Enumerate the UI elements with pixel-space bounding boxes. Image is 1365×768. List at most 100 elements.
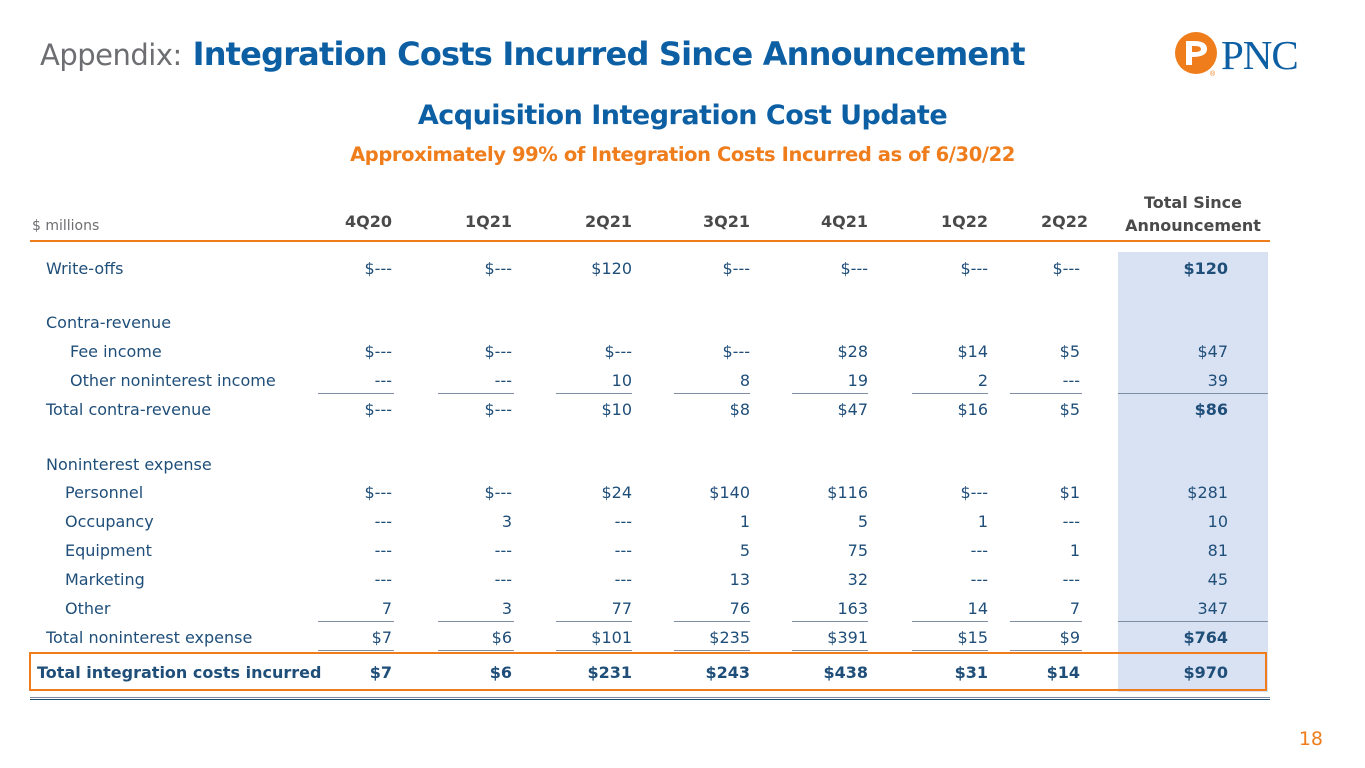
title-main: Integration Costs Incurred Since Announc… <box>192 35 1026 73</box>
cell: 1 <box>739 512 750 531</box>
col-header-1q21: 1Q21 <box>465 212 512 231</box>
cell: $14 <box>957 342 988 361</box>
cell: $10 <box>601 400 632 419</box>
row-label: Total contra-revenue <box>46 400 212 419</box>
cell: 75 <box>847 541 868 560</box>
cell: $5 <box>1059 400 1080 419</box>
cell: 1 <box>977 512 988 531</box>
subtotal-underline <box>318 650 394 651</box>
cell: $1 <box>1059 483 1080 502</box>
cell: $--- <box>1052 259 1081 278</box>
col-header-4q20: 4Q20 <box>345 212 392 231</box>
cell: $5 <box>1059 342 1080 361</box>
cell: $243 <box>705 663 750 682</box>
col-header-1q22: 1Q22 <box>941 212 988 231</box>
cell: --- <box>374 541 392 560</box>
cell: $7 <box>371 628 392 647</box>
cell: --- <box>970 570 988 589</box>
logo-text: PNC <box>1221 32 1298 78</box>
col-header-total-line1: Total Since <box>1143 193 1242 212</box>
subtotal-underline <box>1010 621 1082 622</box>
cell: 77 <box>611 599 632 618</box>
cell: 5 <box>739 541 750 560</box>
subtotal-underline <box>1118 393 1268 394</box>
cell: $31 <box>954 663 988 682</box>
subtotal-underline <box>556 650 632 651</box>
cell: $116 <box>827 483 868 502</box>
subtotal-underline <box>438 650 514 651</box>
subtotal-underline <box>556 621 632 622</box>
section-label: Contra-revenue <box>46 313 172 332</box>
cell: 7 <box>1069 599 1080 618</box>
table-row: Fee income $--- $--- $--- $--- $28 $14 $… <box>0 342 1365 368</box>
subtotal-underline <box>792 393 868 394</box>
cell: 3 <box>501 512 512 531</box>
subtotal-underline <box>1118 621 1268 622</box>
logo-registered: ® <box>1210 70 1216 78</box>
cell: $--- <box>484 342 513 361</box>
cell: 3 <box>501 599 512 618</box>
subtotal-underline <box>674 650 750 651</box>
cell: $101 <box>591 628 632 647</box>
table-row: Other noninterest income --- --- 10 8 19… <box>0 371 1365 397</box>
table-row: Personnel $--- $--- $24 $140 $116 $--- $… <box>0 483 1365 509</box>
cell: --- <box>1062 371 1080 390</box>
subtotal-underline <box>792 650 868 651</box>
col-header-total: Total Since Announcement <box>1118 191 1268 237</box>
col-header-total-line2: Announcement <box>1125 216 1261 235</box>
cell: 10 <box>611 371 632 390</box>
total-cell: 347 <box>1197 599 1228 618</box>
cell: --- <box>374 570 392 589</box>
cell: --- <box>494 570 512 589</box>
cell: $438 <box>823 663 868 682</box>
total-cell: 81 <box>1207 541 1228 560</box>
footer-rule <box>30 699 1270 700</box>
total-row-highlight-box <box>29 652 1267 691</box>
cell: 13 <box>729 570 750 589</box>
table-row: Other 7 3 77 76 163 14 7 347 <box>0 599 1365 625</box>
cell: --- <box>374 371 392 390</box>
cell: 5 <box>857 512 868 531</box>
row-label: Personnel <box>65 483 144 502</box>
total-cell: $764 <box>1183 628 1228 647</box>
row-label: Occupancy <box>65 512 154 531</box>
cell: $6 <box>489 663 512 682</box>
cell: 32 <box>847 570 868 589</box>
section-label: Noninterest expense <box>46 455 212 474</box>
cell: --- <box>374 512 392 531</box>
cell: $391 <box>827 628 868 647</box>
page-title: Appendix: Integration Costs Incurred Sin… <box>40 32 1026 77</box>
cell: 2 <box>977 371 988 390</box>
cell: 19 <box>847 371 868 390</box>
cell: $--- <box>484 400 513 419</box>
subtotal-underline <box>674 621 750 622</box>
cell: $47 <box>837 400 868 419</box>
cell: --- <box>614 570 632 589</box>
cell: --- <box>1062 512 1080 531</box>
table-row-section: Contra-revenue <box>0 313 1365 339</box>
subtotal-underline <box>1010 393 1082 394</box>
table-row-grand-total: Total integration costs incurred $7 $6 $… <box>0 663 1365 689</box>
cell: $14 <box>1046 663 1080 682</box>
subtotal-underline <box>912 621 988 622</box>
cell: $6 <box>491 628 512 647</box>
total-cell: $281 <box>1187 483 1228 502</box>
subtotal-underline <box>912 393 988 394</box>
table-row: Marketing --- --- --- 13 32 --- --- 45 <box>0 570 1365 596</box>
units-label: $ millions <box>32 218 100 234</box>
table-row: Occupancy --- 3 --- 1 5 1 --- 10 <box>0 512 1365 538</box>
cell: $28 <box>837 342 868 361</box>
cell: --- <box>614 512 632 531</box>
pnc-logo: PNC ® <box>1175 32 1299 78</box>
cell: $120 <box>591 259 632 278</box>
cell: $--- <box>604 342 633 361</box>
cell: $--- <box>364 483 393 502</box>
subtotal-underline <box>1010 650 1082 651</box>
col-header-2q22: 2Q22 <box>1041 212 1088 231</box>
table-row: Total contra-revenue $--- $--- $10 $8 $4… <box>0 400 1365 426</box>
cell: $140 <box>709 483 750 502</box>
cell: $--- <box>484 259 513 278</box>
footer-rule <box>30 697 1270 698</box>
subtotal-underline <box>792 621 868 622</box>
cell: $--- <box>722 342 751 361</box>
